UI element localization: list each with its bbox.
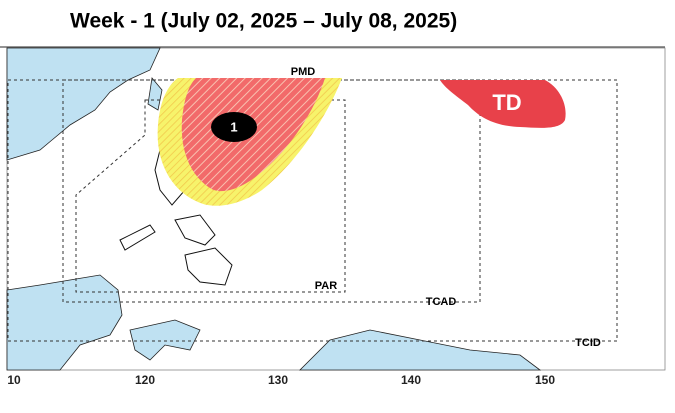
system-label: 1 bbox=[230, 119, 237, 134]
borneo bbox=[6, 274, 123, 371]
x-tick-label: 10 bbox=[7, 373, 21, 387]
system-marker bbox=[211, 112, 257, 142]
par-label: PAR bbox=[315, 280, 337, 292]
tcad-label: TCAD bbox=[426, 296, 457, 308]
title: Week - 1 (July 02, 2025 – July 08, 2025) bbox=[70, 10, 457, 33]
palawan bbox=[119, 224, 156, 251]
new-guinea bbox=[299, 329, 542, 371]
td-area bbox=[440, 80, 566, 128]
x-tick-label: 150 bbox=[535, 373, 555, 387]
taiwan bbox=[147, 77, 163, 111]
map: 1 TD PMD PAR TCAD TCID bbox=[6, 47, 666, 371]
x-tick-label: 140 bbox=[401, 373, 421, 387]
tcid-label: TCID bbox=[575, 337, 601, 349]
mainland bbox=[6, 47, 161, 161]
pmd-label: PMD bbox=[291, 66, 316, 78]
x-tick-label: 120 bbox=[135, 373, 155, 387]
axis: 10 120 130 140 150 bbox=[7, 373, 555, 387]
sulawesi bbox=[129, 319, 201, 361]
tcid-boundary bbox=[7, 79, 618, 342]
td-label: TD bbox=[492, 90, 521, 115]
par-boundary bbox=[75, 99, 346, 293]
x-tick-label: 130 bbox=[268, 373, 288, 387]
visayas bbox=[174, 214, 216, 246]
mindanao bbox=[184, 247, 233, 286]
